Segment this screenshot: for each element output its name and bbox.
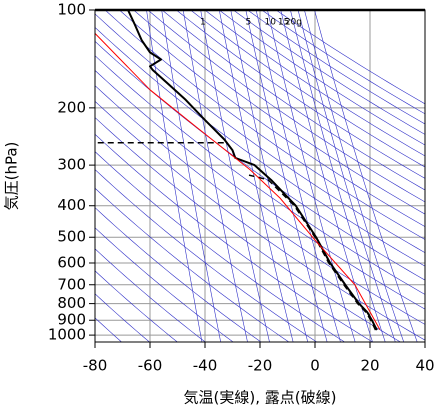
profile-line	[95, 33, 381, 330]
dry-adiabat	[275, 10, 425, 105]
mixing-ratio-line	[161, 10, 221, 342]
dry-adiabat	[133, 10, 425, 215]
dry-adiabat	[95, 55, 425, 295]
dry-adiabat	[95, 133, 373, 342]
x-tick-label: 40	[415, 357, 434, 375]
dry-adiabat	[95, 270, 178, 342]
dry-adiabat	[261, 10, 425, 115]
dry-adiabat	[95, 248, 206, 342]
y-tick-label: 900	[57, 311, 86, 329]
y-tick-label: 1000	[48, 326, 86, 344]
y-axis-label: 気圧(hPa)	[3, 142, 21, 211]
x-tick-label: -80	[83, 357, 108, 375]
y-tick-label: 600	[57, 253, 86, 271]
x-tick-label: 20	[360, 357, 379, 375]
dry-adiabat	[161, 10, 425, 191]
x-tick-label: -40	[193, 357, 218, 375]
dry-adiabat	[190, 10, 425, 168]
dry-adiabat	[95, 151, 345, 342]
dry-adiabat	[119, 10, 425, 227]
y-tick-label: 500	[57, 228, 86, 246]
mixing-ratio-line	[314, 10, 418, 342]
dry-adiabat	[95, 169, 317, 342]
x-axis-label: 気温(実線), 露点(破線)	[184, 389, 337, 407]
mixing-ratio-line	[267, 10, 356, 342]
dry-adiabat	[95, 207, 262, 342]
y-tick-label: 100	[57, 1, 86, 19]
mixing-ratio-line	[182, 10, 248, 342]
profile-line	[127, 10, 378, 331]
reference-lines	[95, 10, 425, 342]
mixing-ratio-line	[304, 10, 405, 342]
x-tick-label: 0	[310, 357, 320, 375]
mixing-ratio-label: 5	[246, 18, 252, 28]
dry-adiabat	[218, 10, 425, 146]
y-tick-label: 800	[57, 294, 86, 312]
dry-adiabat	[95, 13, 425, 254]
dry-adiabat	[104, 10, 425, 240]
labels: -80 -60 -40 -20 0 20 40 100 200 300 400 500 600 70080…	[48, 1, 435, 375]
profile-line	[248, 174, 377, 331]
y-tick-label: 400	[57, 196, 86, 214]
y-tick-label: 300	[57, 156, 86, 174]
mixing-ratio-line	[146, 10, 203, 342]
x-tick-label: -60	[138, 357, 163, 375]
mixing-ratio-line	[290, 10, 386, 342]
y-tick-label: 200	[57, 98, 86, 116]
dry-adiabat	[147, 10, 425, 203]
dry-adiabat	[176, 10, 425, 179]
mixing-ratio-label: 15	[278, 18, 289, 28]
dry-adiabat	[95, 187, 290, 342]
mixing-ratio-label: 10	[264, 18, 276, 28]
grid	[94, 9, 426, 342]
mixing-ratio-line	[255, 10, 341, 342]
dry-adiabat	[247, 10, 425, 125]
dry-adiabat	[95, 69, 425, 310]
mixing-ratio-line	[200, 10, 270, 342]
dry-adiabat	[95, 227, 234, 342]
mixing-ratio-label: 1	[200, 18, 206, 28]
mixing-ratio-label: 20g	[285, 18, 302, 28]
mixing-ratio-line	[245, 10, 328, 342]
y-tick-label: 700	[57, 275, 86, 293]
dry-adiabat	[95, 40, 425, 281]
mixing-ratio-line	[297, 10, 396, 342]
dry-adiabat	[95, 100, 425, 341]
profiles	[95, 10, 381, 331]
mixing-ratio-line	[230, 10, 309, 342]
dry-adiabat	[95, 26, 425, 267]
dry-adiabat	[95, 85, 425, 325]
x-tick-label: -20	[248, 357, 273, 375]
